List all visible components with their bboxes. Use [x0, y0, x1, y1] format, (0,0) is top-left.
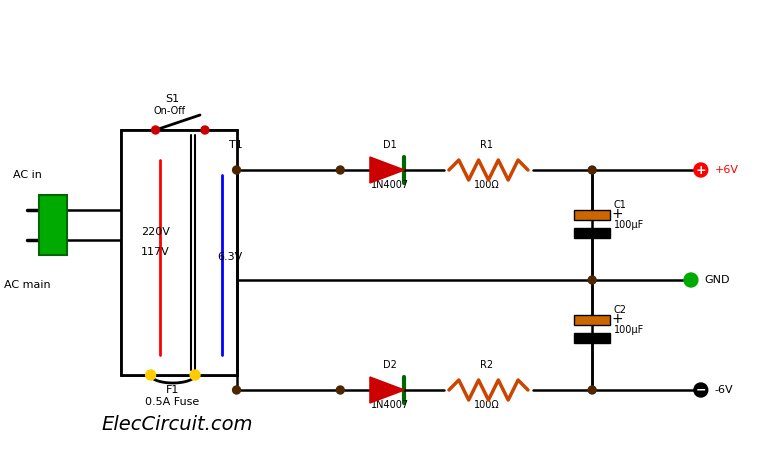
Circle shape	[336, 386, 344, 394]
Text: ElecCircuit.com: ElecCircuit.com	[101, 415, 253, 434]
Text: 1N4007: 1N4007	[371, 180, 409, 190]
Text: 100μF: 100μF	[614, 220, 644, 230]
Text: 100Ω: 100Ω	[474, 180, 499, 190]
Text: 1N4007: 1N4007	[371, 400, 409, 410]
Bar	[574, 210, 610, 220]
Circle shape	[201, 126, 209, 134]
Text: C2: C2	[614, 305, 627, 315]
Circle shape	[233, 386, 240, 394]
Polygon shape	[370, 157, 405, 183]
Text: AC in: AC in	[13, 170, 41, 180]
Text: F1: F1	[166, 385, 179, 395]
Text: On-Off: On-Off	[154, 106, 185, 116]
Circle shape	[190, 370, 200, 380]
Circle shape	[146, 370, 156, 380]
Text: R2: R2	[480, 360, 493, 370]
Text: +: +	[696, 163, 706, 177]
Circle shape	[694, 163, 708, 177]
Text: +: +	[612, 312, 624, 326]
Circle shape	[588, 386, 596, 394]
Bar	[574, 315, 610, 325]
Circle shape	[588, 276, 596, 284]
Text: C1: C1	[614, 200, 627, 210]
Text: T1: T1	[229, 140, 243, 150]
Text: 100μF: 100μF	[614, 325, 644, 335]
Circle shape	[233, 166, 240, 174]
Circle shape	[336, 166, 344, 174]
Text: +6V: +6V	[715, 165, 739, 175]
Text: 6.3V: 6.3V	[217, 252, 242, 262]
Text: +: +	[612, 207, 624, 221]
Bar	[574, 228, 610, 238]
Text: D2: D2	[382, 360, 396, 370]
Circle shape	[588, 166, 596, 174]
Polygon shape	[370, 377, 405, 403]
Circle shape	[694, 383, 708, 397]
Bar	[574, 333, 610, 343]
Text: −: −	[696, 384, 706, 397]
Bar	[121, 130, 237, 375]
Text: 117V: 117V	[141, 247, 170, 257]
Text: 100Ω: 100Ω	[474, 400, 499, 410]
Text: D1: D1	[382, 140, 396, 150]
Bar	[39, 195, 67, 255]
Text: S1: S1	[165, 94, 180, 104]
Text: R1: R1	[480, 140, 493, 150]
Circle shape	[151, 126, 160, 134]
Text: 220V: 220V	[141, 227, 170, 237]
Circle shape	[684, 273, 698, 287]
Text: GND: GND	[705, 275, 730, 285]
Text: 0.5A Fuse: 0.5A Fuse	[145, 397, 200, 407]
Text: AC main: AC main	[4, 280, 51, 290]
Text: -6V: -6V	[715, 385, 733, 395]
